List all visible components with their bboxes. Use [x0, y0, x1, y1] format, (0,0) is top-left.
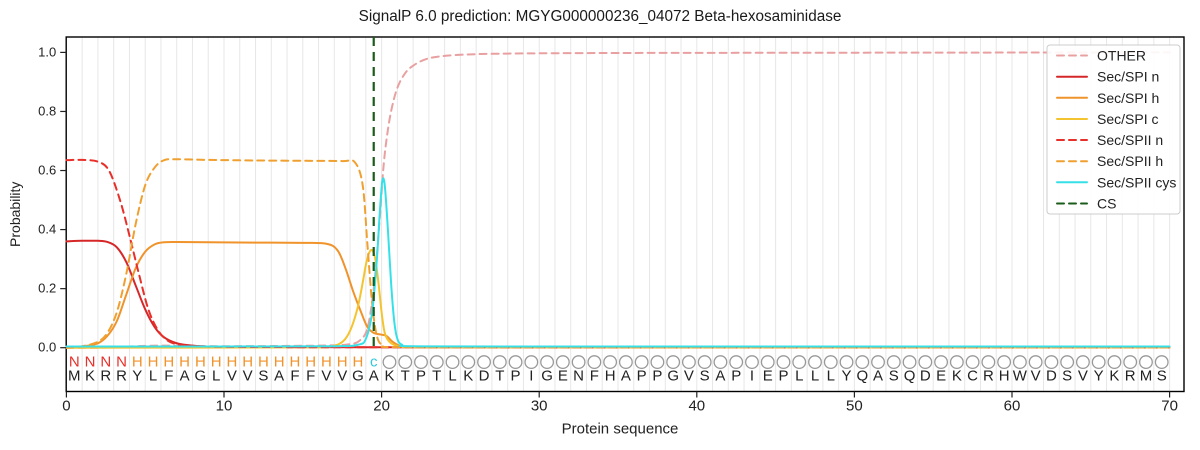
svg-text:60: 60: [1004, 398, 1021, 415]
svg-text:E: E: [763, 367, 773, 384]
svg-text:P: P: [416, 367, 426, 384]
svg-text:D: D: [920, 367, 931, 384]
svg-text:K: K: [384, 367, 394, 384]
svg-text:V: V: [1031, 367, 1041, 384]
svg-text:30: 30: [531, 398, 548, 415]
svg-text:OTHER: OTHER: [1097, 48, 1146, 64]
svg-text:L: L: [811, 367, 819, 384]
svg-text:R: R: [983, 367, 994, 384]
svg-text:A: A: [715, 367, 725, 384]
svg-text:Q: Q: [856, 367, 868, 384]
svg-text:K: K: [952, 367, 962, 384]
svg-text:T: T: [495, 367, 504, 384]
svg-text:P: P: [731, 367, 741, 384]
svg-text:S: S: [889, 367, 899, 384]
svg-text:A: A: [180, 367, 190, 384]
svg-text:T: T: [401, 367, 410, 384]
svg-text:K: K: [85, 367, 95, 384]
svg-text:L: L: [795, 367, 803, 384]
svg-text:S: S: [1157, 367, 1167, 384]
svg-text:0.8: 0.8: [38, 103, 56, 118]
svg-text:Probability: Probability: [7, 182, 23, 247]
svg-text:V: V: [684, 367, 694, 384]
svg-text:M: M: [68, 367, 81, 384]
svg-text:A: A: [274, 367, 284, 384]
svg-text:10: 10: [216, 398, 233, 415]
svg-text:S: S: [1062, 367, 1072, 384]
svg-text:V: V: [243, 367, 253, 384]
svg-text:F: F: [164, 367, 173, 384]
svg-text:L: L: [212, 367, 220, 384]
svg-text:K: K: [1109, 367, 1119, 384]
svg-text:F: F: [306, 367, 315, 384]
svg-text:K: K: [463, 367, 473, 384]
svg-text:P: P: [652, 367, 662, 384]
svg-text:50: 50: [846, 398, 863, 415]
svg-text:T: T: [432, 367, 441, 384]
svg-text:N: N: [573, 367, 584, 384]
svg-text:L: L: [149, 367, 157, 384]
svg-text:20: 20: [373, 398, 390, 415]
svg-text:0.2: 0.2: [38, 281, 56, 296]
svg-text:Sec/SPII n: Sec/SPII n: [1097, 132, 1163, 148]
svg-text:P: P: [511, 367, 521, 384]
svg-text:0: 0: [62, 398, 70, 415]
svg-text:70: 70: [1161, 398, 1178, 415]
svg-text:Q: Q: [904, 367, 916, 384]
svg-text:E: E: [936, 367, 946, 384]
svg-text:A: A: [873, 367, 883, 384]
svg-text:P: P: [778, 367, 788, 384]
svg-text:F: F: [290, 367, 299, 384]
svg-text:R: R: [1125, 367, 1136, 384]
svg-text:R: R: [116, 367, 127, 384]
svg-text:1.0: 1.0: [38, 44, 56, 59]
svg-text:G: G: [195, 367, 207, 384]
svg-text:I: I: [529, 367, 533, 384]
svg-text:A: A: [621, 367, 631, 384]
svg-text:H: H: [999, 367, 1010, 384]
svg-text:H: H: [605, 367, 616, 384]
svg-text:F: F: [590, 367, 599, 384]
svg-text:V: V: [337, 367, 347, 384]
svg-text:W: W: [1013, 367, 1028, 384]
svg-text:G: G: [352, 367, 364, 384]
svg-text:D: D: [1046, 367, 1057, 384]
svg-text:Sec/SPII cys: Sec/SPII cys: [1097, 174, 1176, 190]
svg-text:Y: Y: [1094, 367, 1104, 384]
svg-text:P: P: [637, 367, 647, 384]
svg-text:Sec/SPI h: Sec/SPI h: [1097, 90, 1159, 106]
svg-text:Sec/SPI c: Sec/SPI c: [1097, 111, 1158, 127]
svg-text:G: G: [667, 367, 679, 384]
svg-text:0.6: 0.6: [38, 163, 56, 178]
svg-text:Protein sequence: Protein sequence: [562, 421, 679, 438]
svg-text:I: I: [750, 367, 754, 384]
svg-text:V: V: [227, 367, 237, 384]
svg-text:0.0: 0.0: [38, 340, 56, 355]
svg-text:R: R: [100, 367, 111, 384]
svg-text:A: A: [369, 367, 379, 384]
svg-text:M: M: [1140, 367, 1153, 384]
svg-text:S: S: [700, 367, 710, 384]
svg-text:L: L: [827, 367, 835, 384]
svg-text:L: L: [448, 367, 456, 384]
svg-text:D: D: [479, 367, 490, 384]
svg-text:40: 40: [688, 398, 705, 415]
svg-text:V: V: [321, 367, 331, 384]
svg-text:S: S: [258, 367, 268, 384]
svg-text:G: G: [541, 367, 553, 384]
svg-text:Y: Y: [132, 367, 142, 384]
svg-text:V: V: [1078, 367, 1088, 384]
svg-text:Sec/SPII h: Sec/SPII h: [1097, 153, 1163, 169]
svg-text:0.4: 0.4: [38, 222, 56, 237]
svg-text:C: C: [967, 367, 978, 384]
svg-text:E: E: [558, 367, 568, 384]
svg-text:CS: CS: [1097, 195, 1116, 211]
svg-text:Y: Y: [842, 367, 852, 384]
svg-text:Sec/SPI n: Sec/SPI n: [1097, 69, 1159, 85]
